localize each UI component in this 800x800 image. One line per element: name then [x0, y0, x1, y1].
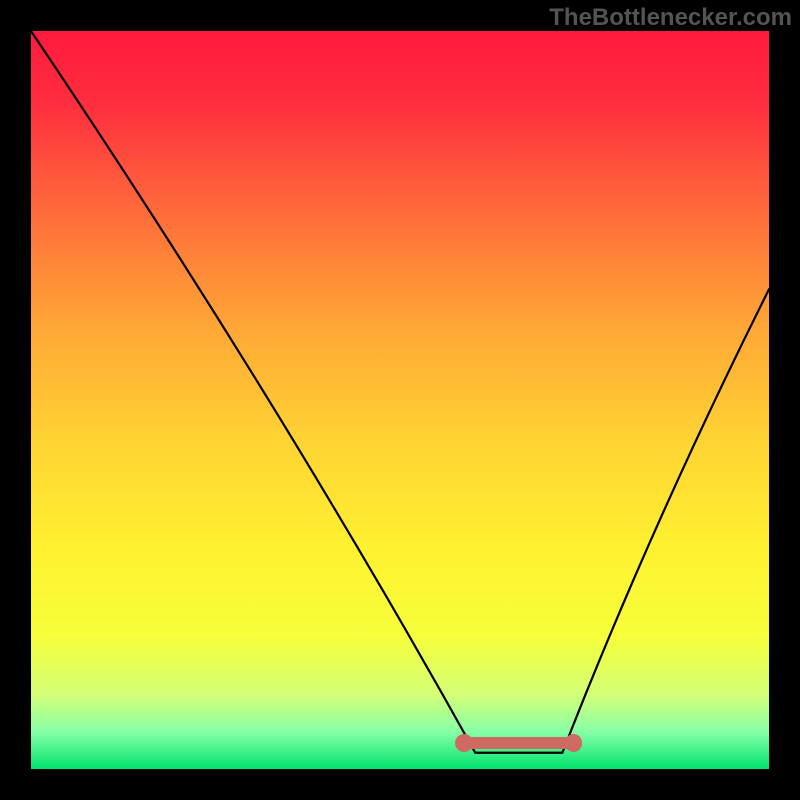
watermark-text: TheBottlenecker.com [549, 4, 792, 32]
chart-frame: { "watermark": { "text": "TheBottlenecke… [0, 0, 800, 800]
plot-area [31, 31, 769, 769]
optimal-range-marker [461, 737, 578, 750]
bottleneck-curve [31, 31, 769, 769]
marker-end-left [455, 734, 473, 752]
